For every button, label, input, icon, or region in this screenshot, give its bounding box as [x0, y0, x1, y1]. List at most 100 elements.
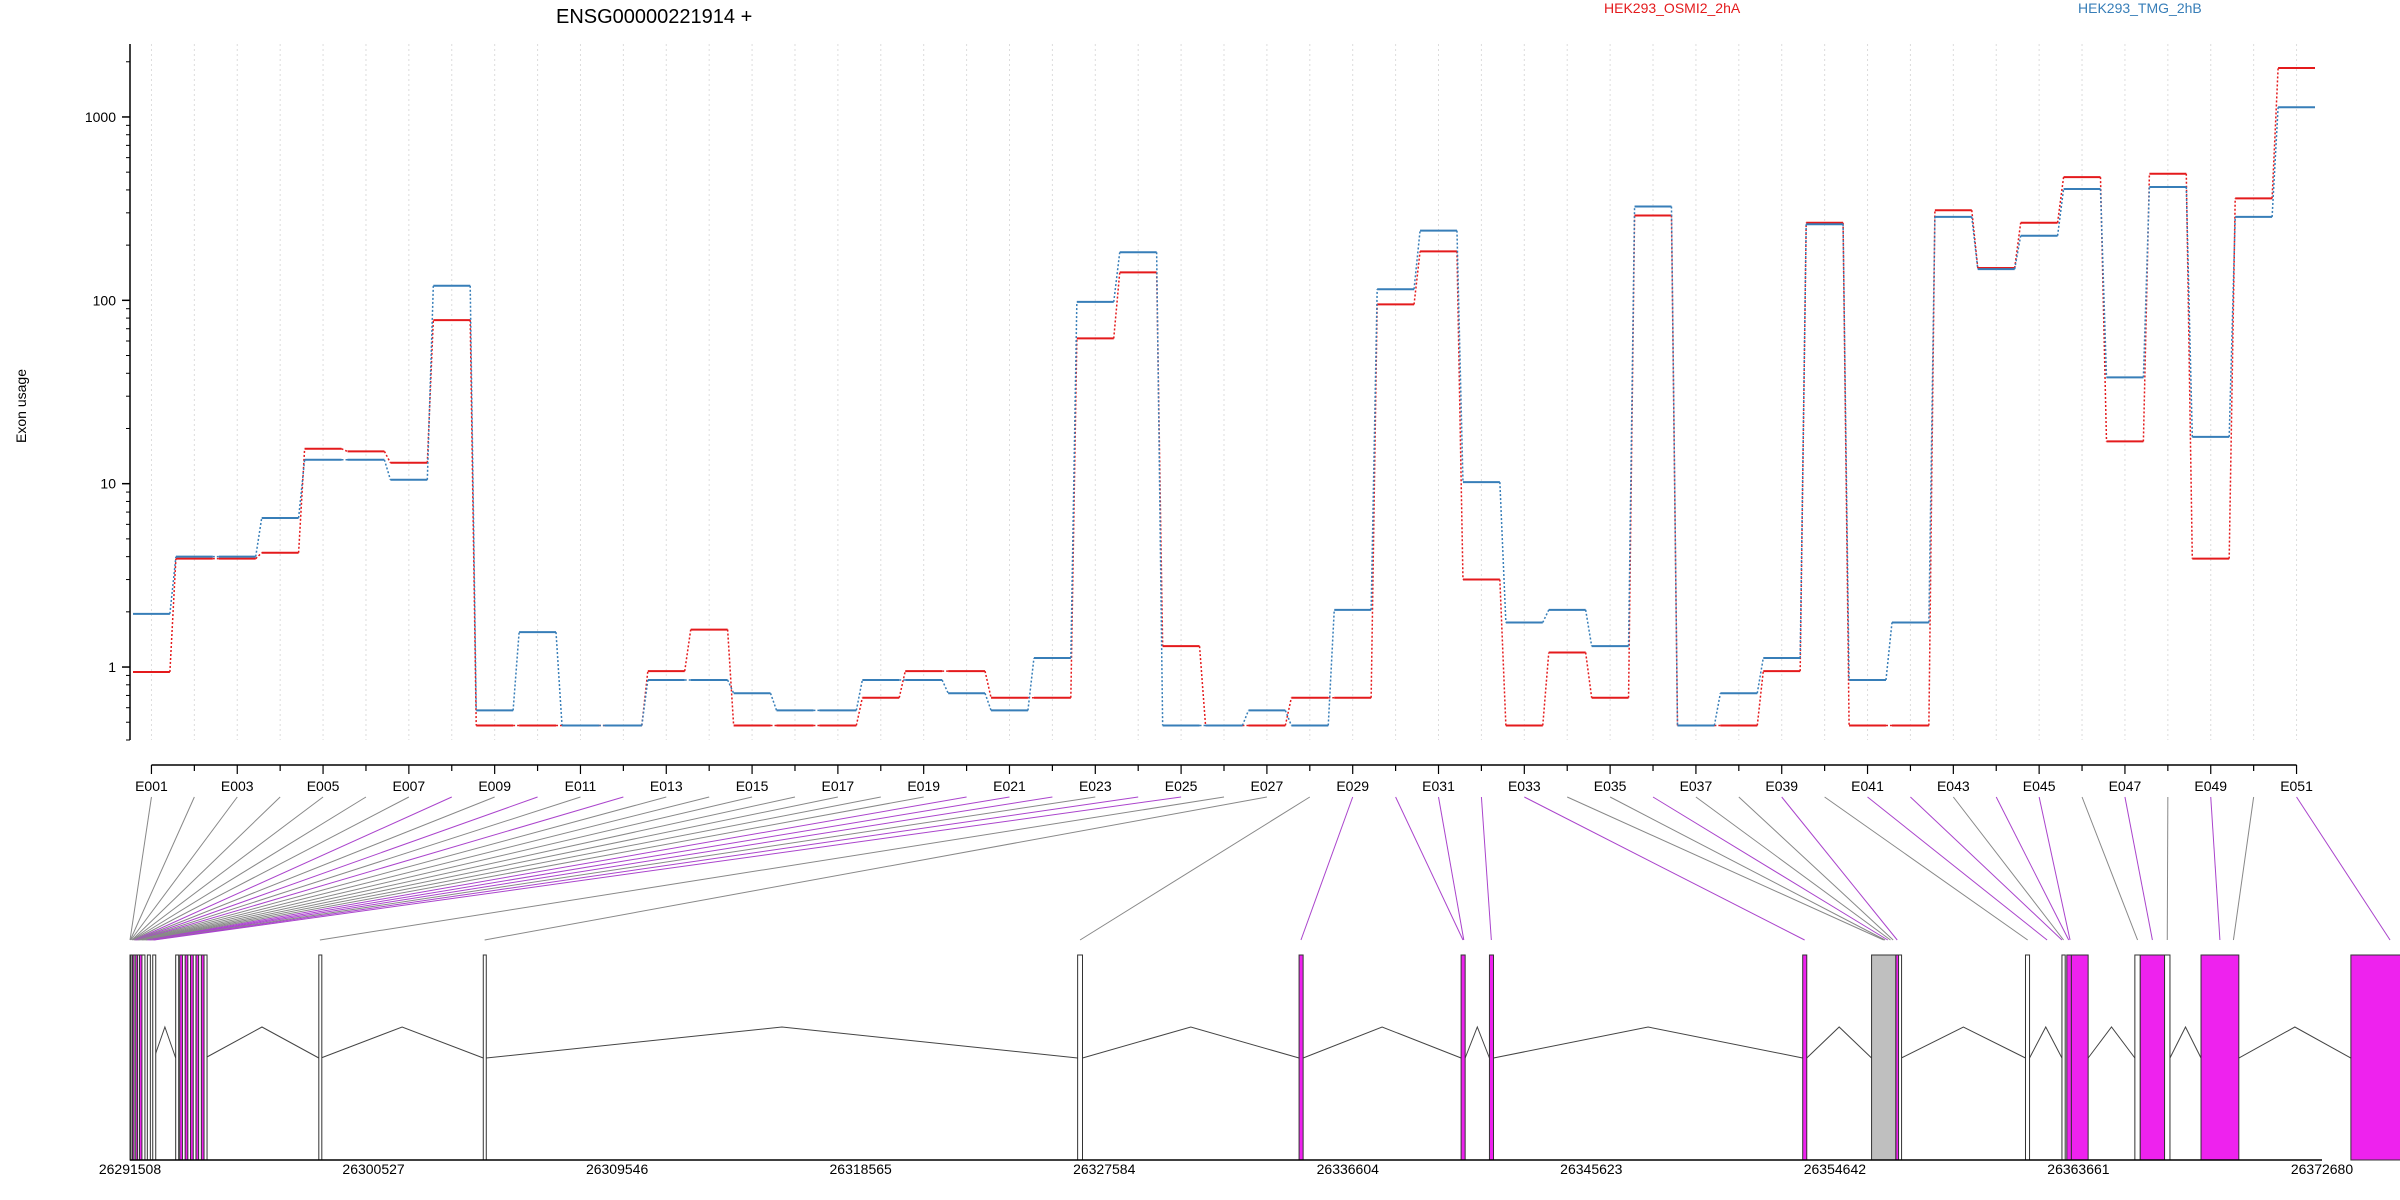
exon-label: E045 — [2023, 778, 2056, 794]
transition-segment — [2099, 177, 2108, 442]
genomic-tick-label: 26300527 — [342, 1161, 405, 1177]
transition-segment — [1928, 210, 1936, 726]
transition-segment — [855, 679, 864, 711]
exon-connector — [134, 796, 452, 941]
genomic-tick-label: 26327584 — [1073, 1161, 1136, 1177]
transition-segment — [254, 517, 263, 557]
exon-label: E027 — [1251, 778, 1284, 794]
exon-label: E025 — [1165, 778, 1198, 794]
exon-label: E019 — [907, 778, 940, 794]
exon-label: E029 — [1336, 778, 1369, 794]
exon-connector — [147, 796, 967, 941]
intron-line — [320, 1026, 484, 1059]
genomic-tick-label: 26318565 — [830, 1161, 893, 1177]
exon-connectors — [129, 796, 2391, 941]
genomic-tick-label: 26309546 — [586, 1161, 649, 1177]
exon-connector — [143, 796, 838, 941]
exon-connector — [145, 796, 924, 941]
transition-segment — [469, 285, 477, 711]
transition-segment — [898, 670, 906, 698]
series-lines — [133, 66, 2315, 727]
exon-connector — [1867, 796, 2048, 941]
transition-segment — [941, 679, 949, 694]
transition-segment — [726, 629, 735, 726]
exon-label: E051 — [2280, 778, 2313, 794]
exon-label: E015 — [736, 778, 769, 794]
exon-connector — [151, 796, 1096, 941]
exon-box-flagged — [1488, 954, 1495, 1161]
exon-connector — [140, 796, 753, 941]
transition-segment — [297, 459, 306, 519]
transition-segment — [2142, 186, 2151, 378]
genomic-tick-label: 26345623 — [1560, 1161, 1623, 1177]
exon-connector — [144, 796, 881, 941]
transition-segment — [1413, 230, 1421, 290]
chart-title: ENSG00000221914 + — [556, 6, 752, 28]
transition-segment — [1070, 301, 1078, 659]
exon-box — [152, 954, 157, 1161]
transition-segment — [1113, 252, 1121, 303]
transition-segment — [383, 459, 392, 481]
exon-label: E017 — [822, 778, 855, 794]
transition-segment — [2099, 188, 2108, 378]
transition-segment — [1799, 224, 1807, 659]
transition-segment — [1542, 652, 1550, 726]
transition-segment — [1499, 579, 1507, 726]
intron-line — [204, 1026, 320, 1059]
exon-box — [482, 954, 487, 1161]
transition-segment — [2142, 173, 2151, 442]
transition-segment — [2185, 186, 2194, 437]
transition-segment — [683, 629, 692, 672]
intron-line — [2238, 1026, 2352, 1059]
exon-label: E001 — [135, 778, 168, 794]
series-1 — [133, 66, 2315, 727]
exon-connector — [484, 796, 1267, 941]
exon-connector — [1995, 796, 2070, 941]
transition-segment — [512, 632, 520, 711]
exon-connector — [133, 796, 410, 941]
intron-line — [1464, 1025, 1490, 1059]
y-tick-label: 100 — [93, 292, 117, 308]
exon-connector — [135, 796, 538, 941]
transition-segment — [1670, 215, 1679, 726]
exon-connector — [2166, 796, 2169, 941]
genomic-tick-label: 26291508 — [99, 1161, 162, 1177]
exon-box — [146, 954, 151, 1161]
transition-segment — [984, 692, 992, 711]
exon-label: E009 — [478, 778, 511, 794]
transition-segment — [1027, 657, 1035, 711]
exon-label: E021 — [993, 778, 1026, 794]
intron-line — [153, 1025, 177, 1059]
genomic-tick-label: 26372680 — [2291, 1161, 2354, 1177]
exon-label: E003 — [221, 778, 254, 794]
transition-segment — [1241, 710, 1250, 726]
exon-label: E049 — [2194, 778, 2227, 794]
legend-label-tmg: HEK293_TMG_2hB — [2078, 0, 2202, 16]
transition-segment — [1112, 272, 1121, 339]
y-axis-label: Exon usage — [13, 369, 29, 443]
exon-connector — [131, 796, 281, 941]
intron-line — [1493, 1026, 1803, 1059]
transition-segment — [2228, 198, 2236, 559]
transition-segment — [1928, 216, 1936, 623]
exon-box-flagged — [2066, 954, 2072, 1161]
transition-segment — [1756, 671, 1765, 726]
exon-connector — [2081, 796, 2139, 941]
exon-box — [2134, 954, 2141, 1161]
transition-segment — [1499, 482, 1507, 623]
transition-segment — [2228, 216, 2236, 437]
transition-segment — [1542, 609, 1550, 623]
exon-connector — [319, 796, 1225, 941]
exon-label: E037 — [1680, 778, 1713, 794]
intron-line — [2087, 1026, 2136, 1059]
exon-connector — [1395, 796, 1464, 941]
exon-connector — [154, 796, 1182, 941]
exon-connector — [141, 796, 796, 941]
exon-connector — [1652, 796, 1889, 941]
exon-connector — [1695, 796, 1891, 941]
gene-model-track — [129, 954, 2400, 1161]
transition-segment — [169, 558, 177, 673]
exon-label: E043 — [1937, 778, 1970, 794]
exon-label: E039 — [1765, 778, 1798, 794]
transition-segment — [1456, 251, 1464, 580]
